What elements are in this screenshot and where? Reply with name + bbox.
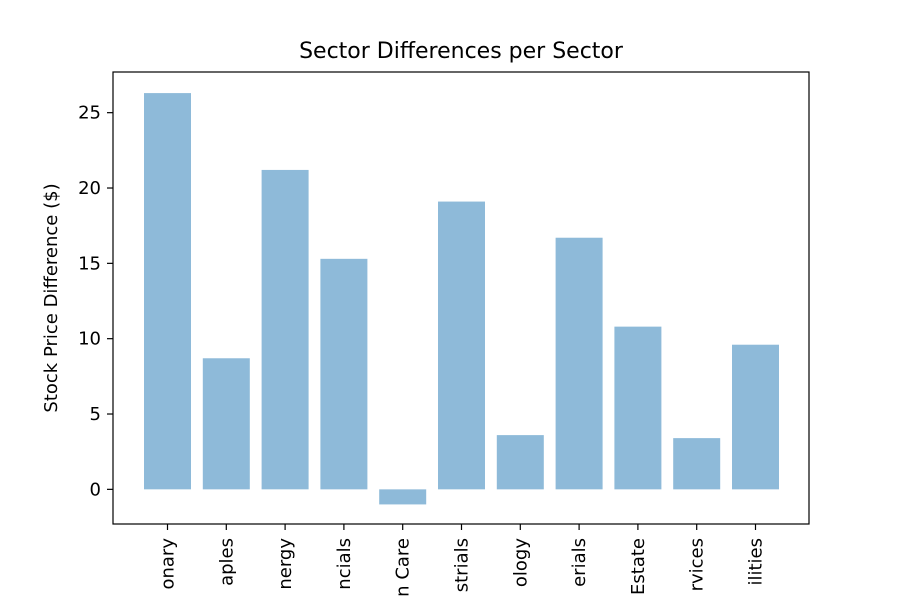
y-tick-label-5: 25 <box>78 103 101 124</box>
bar-9 <box>673 438 721 490</box>
y-axis: 0 5 10 15 20 25 <box>78 103 113 500</box>
bar-4 <box>379 489 427 505</box>
bars-layer <box>144 93 779 505</box>
x-tick-label-8: Estate <box>628 538 649 595</box>
x-tick-label-7: erials <box>569 538 590 587</box>
y-tick-label-0: 0 <box>90 479 101 500</box>
x-tick-label-3: ncials <box>334 538 355 590</box>
x-tick-label-10: ilities <box>746 538 767 586</box>
x-tick-label-0: onary <box>158 538 179 590</box>
x-tick-label-4: n Care <box>393 538 414 597</box>
y-axis-label: Stock Price Difference ($) <box>41 183 62 412</box>
x-tick-label-1: aples <box>216 538 237 586</box>
y-tick-label-1: 5 <box>90 404 101 425</box>
x-axis: onary aples nergy ncials n Care strials ology e… <box>158 524 767 597</box>
y-tick-label-4: 20 <box>78 178 101 199</box>
bar-0 <box>144 93 191 490</box>
x-tick-label-2: nergy <box>275 538 296 590</box>
x-tick-label-9: rvices <box>687 538 708 591</box>
bar-2 <box>261 169 309 490</box>
chart-title: Sector Differences per Sector <box>299 39 624 64</box>
bar-3 <box>320 258 368 490</box>
bar-8 <box>614 326 662 490</box>
bar-7 <box>555 237 603 490</box>
bar-10 <box>732 344 779 490</box>
bar-5 <box>438 201 485 490</box>
bar-6 <box>496 435 544 490</box>
x-tick-label-5: strials <box>452 538 473 592</box>
bar-1 <box>202 358 250 490</box>
y-tick-label-3: 15 <box>78 253 101 274</box>
x-tick-label-6: ology <box>510 538 531 587</box>
y-tick-label-2: 10 <box>78 329 101 350</box>
